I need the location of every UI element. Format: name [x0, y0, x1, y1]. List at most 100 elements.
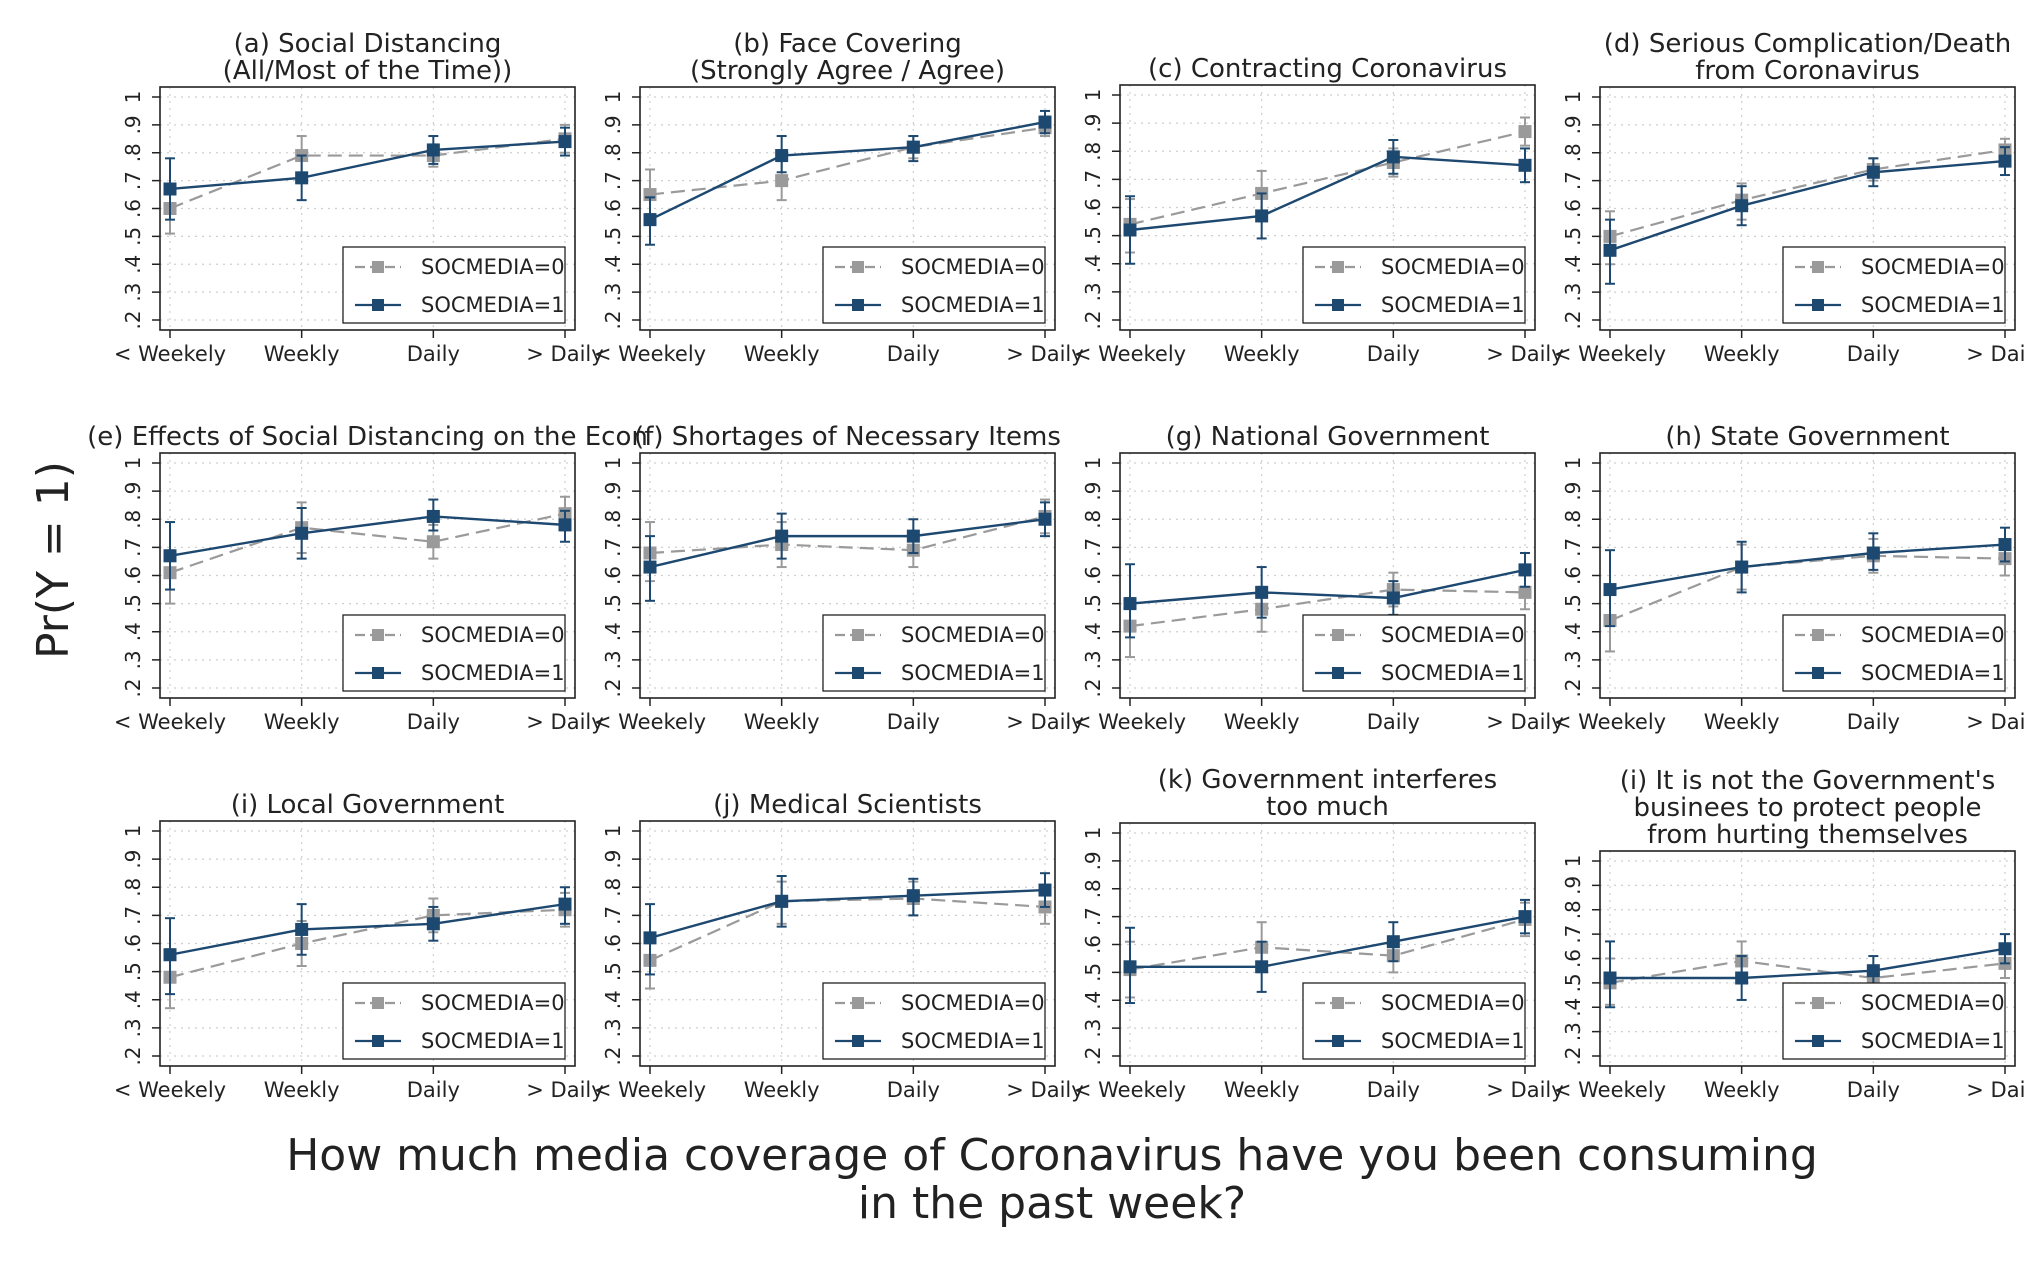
y-tick-label: .8 [121, 143, 145, 162]
legend-swatch-marker [1812, 667, 1824, 679]
y-tick-label: .6 [601, 199, 625, 218]
y-tick-label: .7 [121, 171, 145, 190]
series-line [1130, 915, 1526, 968]
x-tick-label: Weekly [264, 710, 340, 734]
series-line [1610, 947, 2006, 980]
data-point [1998, 154, 2012, 168]
x-tick-label: Daily [1847, 1078, 1900, 1102]
y-tick-label: .6 [1081, 198, 1105, 217]
series-line [1129, 130, 1526, 226]
series-1 [1603, 526, 2012, 628]
legend-label: SOCMEDIA=1 [901, 293, 1045, 317]
y-tick-label: .6 [121, 566, 145, 585]
legend-swatch-marker [852, 1035, 864, 1047]
y-tick-label: 1 [601, 825, 625, 838]
legend: SOCMEDIA=0 SOCMEDIA=1 [342, 982, 566, 1060]
data-point [558, 897, 572, 911]
legend: SOCMEDIA=0 SOCMEDIA=1 [1782, 982, 2006, 1060]
data-point [1038, 883, 1052, 897]
y-tick-label: .4 [1561, 998, 1585, 1017]
y-tick-label: .9 [121, 850, 145, 869]
data-point [1518, 585, 1532, 599]
y-tick-label: .6 [601, 566, 625, 585]
legend: SOCMEDIA=0 SOCMEDIA=1 [342, 246, 566, 324]
x-tick-label: Weekly [1224, 1078, 1300, 1102]
data-point [775, 174, 789, 188]
y-tick-label: .3 [1561, 283, 1585, 302]
series-1 [1603, 146, 2012, 285]
x-tick-label: < Weekely [594, 710, 706, 734]
series-line [1609, 959, 2006, 984]
series-1 [643, 109, 1052, 246]
x-tick-label: < Weekely [594, 1078, 706, 1102]
y-tick-label: .4 [1081, 254, 1105, 273]
legend-label: SOCMEDIA=1 [901, 1029, 1045, 1053]
series-0 [643, 115, 1052, 216]
x-tick-label: > Daily [1006, 1078, 1083, 1102]
data-point [426, 509, 440, 523]
data-point [1038, 115, 1052, 129]
x-tick-label: > Daily [1486, 342, 1563, 366]
x-tick-label: Weekly [1224, 710, 1300, 734]
y-tick-label: .5 [601, 594, 625, 613]
legend-label: SOCMEDIA=1 [1381, 293, 1525, 317]
y-tick-label: .7 [601, 171, 625, 190]
data-point [163, 948, 177, 962]
panel-title-line: (d) Serious Complication/Death [1604, 29, 2011, 59]
y-tick-label: .7 [1561, 925, 1585, 944]
legend-swatch-marker [372, 629, 384, 641]
y-tick-label: .6 [1081, 935, 1105, 954]
y-tick-label: .8 [601, 143, 625, 162]
legend-swatch-marker [1812, 299, 1824, 311]
x-tick-label: < Weekely [114, 710, 226, 734]
legend-label: SOCMEDIA=0 [421, 255, 565, 279]
y-tick-label: .9 [1081, 114, 1105, 133]
legend-swatch-marker [372, 299, 384, 311]
data-point [426, 917, 440, 931]
data-point [558, 135, 572, 149]
panel-title-line: from Coronavirus [1695, 56, 1920, 86]
data-point [1038, 512, 1052, 526]
legend-label: SOCMEDIA=0 [901, 991, 1045, 1015]
plot-frame [1119, 822, 1536, 1067]
y-tick-label: .8 [1081, 879, 1105, 898]
legend-label: SOCMEDIA=0 [1381, 623, 1525, 647]
x-tick-label: Daily [1367, 1078, 1420, 1102]
data-point [775, 149, 789, 163]
y-tick-label: .9 [121, 115, 145, 134]
data-point [426, 535, 440, 549]
x-tick-label: > Daily [1966, 1078, 2025, 1102]
y-tick-label: .5 [1081, 594, 1105, 613]
data-point [295, 526, 309, 540]
y-tick-label: .6 [601, 934, 625, 953]
panel-title-line: too much [1266, 792, 1389, 822]
y-tick-label: .9 [1081, 851, 1105, 870]
panel-title-line: (c) Contracting Coronavirus [1148, 54, 1507, 84]
legend-label: SOCMEDIA=1 [421, 1029, 565, 1053]
legend-label: SOCMEDIA=0 [1861, 991, 2005, 1015]
series-1 [643, 501, 1052, 602]
y-tick-label: .2 [121, 310, 145, 329]
legend-swatch-marker [852, 667, 864, 679]
y-tick-label: .7 [601, 906, 625, 925]
x-tick-label: Daily [1847, 710, 1900, 734]
y-tick-label: .6 [121, 199, 145, 218]
x-tick-label: < Weekely [594, 342, 706, 366]
y-tick-label: .4 [601, 990, 625, 1009]
figure-ylabel: Pr(Y = 1) [28, 461, 79, 659]
data-point [643, 931, 657, 945]
y-tick-label: 1 [601, 91, 625, 104]
data-point [1518, 563, 1532, 577]
y-tick-label: .8 [1561, 510, 1585, 529]
x-tick-label: Weekly [1224, 342, 1300, 366]
legend: SOCMEDIA=0 SOCMEDIA=1 [822, 982, 1046, 1060]
legend-label: SOCMEDIA=0 [1381, 991, 1525, 1015]
data-point [1123, 960, 1137, 974]
plot-frame [159, 86, 576, 331]
series-line [649, 518, 1046, 569]
y-tick-label: .2 [601, 678, 625, 697]
panels-group: (a) Social Distancing(All/Most of the Ti… [87, 29, 2025, 1102]
